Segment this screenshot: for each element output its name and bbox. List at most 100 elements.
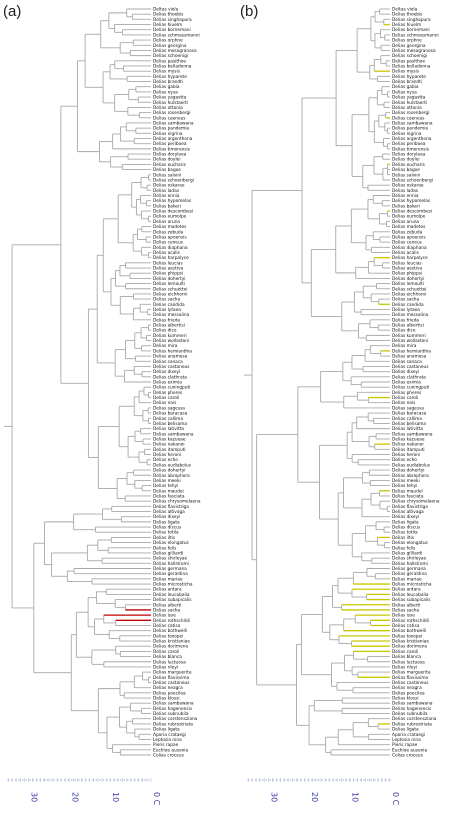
- tip-label: Euchloe ausonia: [392, 747, 427, 753]
- tip-label: Delias dorylaea: [392, 152, 426, 158]
- tip-label: Delias kummeri: [153, 333, 187, 339]
- tip-label: Delias tehyi: [153, 483, 178, 489]
- tip-label: Delias meeki: [153, 478, 181, 484]
- tip-label: Delias dixeyi: [153, 369, 180, 375]
- tip-label: Delias nais: [392, 400, 416, 406]
- tip-label: Delias iltis: [392, 535, 415, 541]
- tip-label: Delias lativitta: [392, 426, 423, 432]
- tip-label: Delias nigrina: [153, 131, 183, 137]
- tip-label: Delias castaneus: [153, 364, 190, 370]
- tip-label: Delias mysis: [153, 69, 181, 75]
- tip-label: Delias heroni: [392, 452, 420, 458]
- tip-label: Delias nysa: [392, 89, 417, 95]
- tip-label: Delias rothschildi: [153, 618, 190, 624]
- tip-label: Delias salvini: [392, 172, 420, 178]
- tip-label: Delias baracasa: [392, 411, 427, 417]
- tip-label: Delias luctuosa: [392, 659, 425, 665]
- tip-label: Delias totila: [392, 530, 418, 536]
- tip-label: Delias toxopei: [392, 633, 422, 639]
- tip-label: Delias bagoe: [153, 167, 181, 173]
- tip-label: Delias dixeyi: [153, 514, 180, 520]
- tip-label: Delias chrysomelaena: [153, 499, 201, 505]
- tip-label: Delias neagra: [392, 685, 422, 691]
- tip-label: Delias nysa: [153, 89, 178, 95]
- tip-label: Delias blanca: [153, 654, 182, 660]
- tip-label: Delias elongatus: [153, 540, 190, 546]
- tip-label: Delias wollastoni: [392, 338, 428, 344]
- tip-label: Delias elongatus: [392, 540, 429, 546]
- tip-label: Delias belladonna: [392, 63, 431, 69]
- tip-label: Delias poecilea: [392, 690, 425, 696]
- tip-label: Delias germana: [153, 566, 187, 572]
- tip-label: Delias ottonia: [392, 105, 422, 111]
- tip-label: Leptosia nina: [153, 737, 182, 743]
- tip-label: Delias felis: [392, 545, 416, 551]
- tip-label: Delias sacha: [153, 297, 181, 303]
- tip-label: Delias flavistriga: [392, 504, 428, 510]
- tip-label: Delias pasithoe: [153, 58, 186, 64]
- tip-label: Delias ligata: [392, 519, 419, 525]
- tip-label: Delias schoenigi: [392, 53, 427, 59]
- tip-label: Pieris rapae: [392, 742, 418, 748]
- tip-label: Delias maudei: [392, 488, 423, 494]
- tip-label: Delias acalis: [153, 250, 181, 256]
- tip-label: Delias singhapura: [392, 17, 431, 23]
- tip-label: Delias nakanoi: [392, 442, 424, 448]
- tip-label: Delias fasciata: [153, 493, 185, 499]
- tip-label: Delias marguerita: [392, 670, 431, 676]
- tip-label: Delias discus: [392, 525, 421, 531]
- tip-label: Delias altivaga: [153, 509, 185, 515]
- tip-label: Delias lytaea: [153, 307, 181, 313]
- tip-label: Delias alberti: [153, 602, 181, 608]
- tip-label: Delias itamputi: [392, 447, 425, 453]
- tip-label: Delias cuningputi: [392, 385, 429, 391]
- tip-label: Delias antara: [392, 587, 421, 593]
- tip-label: Delias aruna: [392, 219, 419, 225]
- tip-label: Delias chrysomelaena: [392, 499, 440, 505]
- tip-label: Delias dohertyi: [153, 276, 186, 282]
- tip-label: Delias aestiva: [392, 266, 423, 272]
- tip-label: Delias leucias: [392, 260, 422, 266]
- tip-label: Delias candida: [153, 302, 185, 308]
- tip-label: Delias klossi: [392, 696, 419, 702]
- tip-label: Delias dohertyi: [392, 468, 425, 474]
- tip-label: Delias rothschildi: [392, 618, 429, 624]
- tip-label: Delias subapicalis: [392, 597, 431, 603]
- tip-label: Delias brandti: [153, 79, 183, 85]
- tip-label: Colias croceus: [392, 753, 424, 759]
- tip-label: Delias ladas: [153, 188, 180, 194]
- tip-label: Delias rosenbergi: [392, 110, 429, 116]
- tip-label: Delias clathrata: [153, 374, 187, 380]
- tip-label: Delias altivaga: [392, 509, 424, 515]
- tip-label: Delias eudiabolus: [153, 462, 192, 468]
- tip-label: Delias eichhorni: [392, 291, 426, 297]
- tip-label: Delias doylei: [153, 157, 181, 163]
- tip-label: Delias diaphana: [153, 245, 188, 251]
- tip-label: Delias eumolpe: [153, 214, 187, 220]
- tip-label: Delias blanca: [392, 654, 421, 660]
- tip-label: Delias neagra: [153, 685, 183, 691]
- tip-label: Colias croceus: [153, 753, 185, 759]
- axis-tick-label: 20: [70, 792, 79, 802]
- tip-label: Delias hemianthia: [153, 348, 192, 354]
- tip-label: Delias eucharis: [153, 162, 187, 168]
- tip-label: Delias frieda: [392, 317, 419, 323]
- tip-label: Delias lemoulti: [153, 281, 185, 287]
- tip-label: Delias antara: [153, 587, 182, 593]
- tip-label: Delias belisama: [392, 421, 426, 427]
- tip-label: Delias kummeri: [392, 333, 426, 339]
- tip-label: Delias messalina: [392, 312, 429, 318]
- tip-label: Delias ottonia: [153, 105, 183, 111]
- tip-label: Delias rubrostriata: [153, 721, 193, 727]
- tip-label: Delias geraldina: [153, 571, 188, 577]
- tip-label: Delias argenthona: [392, 136, 432, 142]
- tip-label: Delias zebuda: [153, 229, 184, 235]
- tip-label: Delias castaneus: [392, 680, 429, 686]
- tip-label: Delias isse: [153, 613, 176, 619]
- tip-label: Delias shirleyae: [153, 556, 188, 562]
- tip-label: Delias hemianthia: [392, 348, 431, 354]
- tip-label: Delias heroni: [153, 452, 181, 458]
- tip-label: Delias candida: [392, 302, 424, 308]
- tip-label: Delias bakeri: [392, 203, 420, 209]
- tip-label: Delias apoensis: [392, 234, 426, 240]
